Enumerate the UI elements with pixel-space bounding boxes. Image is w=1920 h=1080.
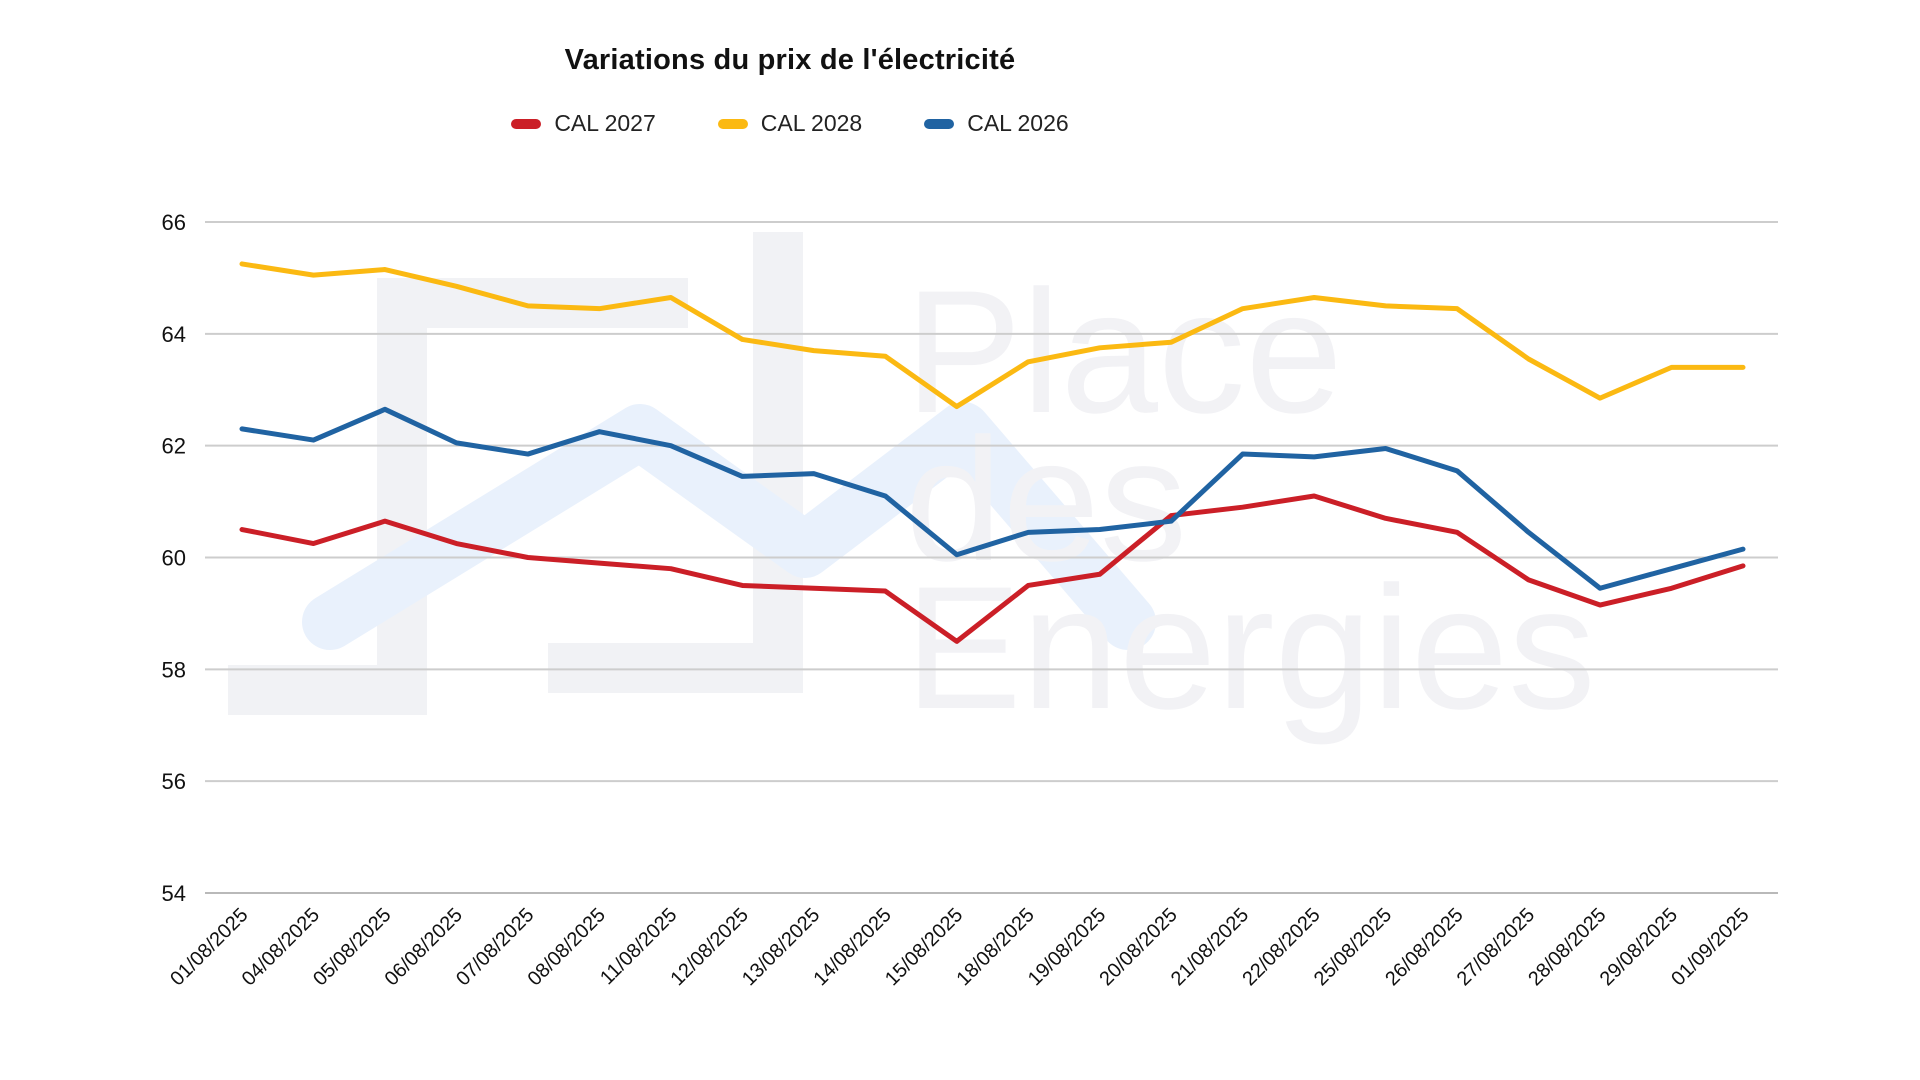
legend-swatch-yellow xyxy=(717,118,748,129)
y-tick-label: 56 xyxy=(162,769,186,794)
legend-swatch-red xyxy=(511,118,542,129)
series-lines xyxy=(239,261,1746,644)
legend-label: CAL 2027 xyxy=(554,110,656,136)
x-tick-label: 01/09/2025 xyxy=(1667,904,1753,990)
legend-label: CAL 2028 xyxy=(760,110,863,136)
watermark: Place des Energies xyxy=(228,232,1596,746)
series-line-cal-2026 xyxy=(239,406,1746,591)
legend-item-cal-2027: CAL 2027 xyxy=(511,110,656,137)
watermark-logo-frame-right xyxy=(548,232,803,693)
x-axis-labels: 01/08/202504/08/202505/08/202506/08/2025… xyxy=(166,904,1753,990)
chart-title: Variations du prix de l'électricité xyxy=(564,44,1016,76)
chart-legend: CAL 2027 CAL 2028 CAL 2026 xyxy=(0,110,1580,137)
series-line-cal-2028 xyxy=(239,261,1746,410)
watermark-text-line3: Energies xyxy=(905,551,1596,746)
watermark-roof-zigzag xyxy=(302,402,1156,650)
watermark-logo-frame-left xyxy=(228,278,688,715)
x-tick-label: 08/08/2025 xyxy=(524,904,610,990)
y-tick-label: 60 xyxy=(162,546,186,571)
series-line-cal-2027 xyxy=(239,493,1746,644)
legend-label: CAL 2026 xyxy=(967,110,1069,136)
y-tick-label: 64 xyxy=(162,322,186,347)
legend-item-cal-2028: CAL 2028 xyxy=(717,110,863,137)
y-tick-label: 62 xyxy=(162,434,186,459)
legend-item-cal-2026: CAL 2026 xyxy=(924,110,1069,137)
watermark-text-line2: des xyxy=(905,403,1187,598)
watermark-text-line1: Place xyxy=(905,255,1343,450)
legend-swatch-blue xyxy=(924,118,955,129)
y-tick-label: 58 xyxy=(162,657,186,682)
y-tick-label: 66 xyxy=(162,210,186,235)
y-tick-label: 54 xyxy=(162,881,186,906)
y-axis-labels: 66 64 62 60 58 56 54 xyxy=(162,210,186,906)
